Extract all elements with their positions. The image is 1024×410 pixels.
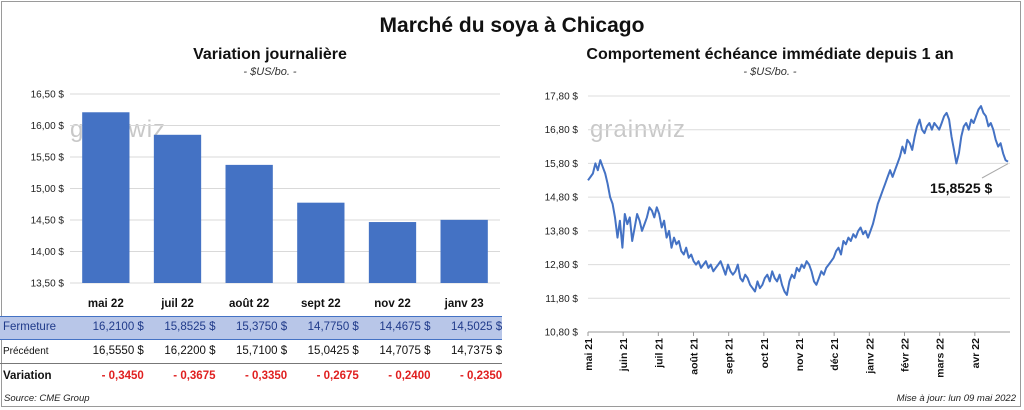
bar-category-label: mai 22 [88,298,124,310]
last-value-label: 15,8525 $ [930,180,993,196]
line-ytick-label: 15,80 $ [545,159,579,170]
table-cell: 14,7375 $ [450,345,503,357]
table-cell: 16,2200 $ [164,345,216,357]
line-xtick-label: août 21 [689,338,701,375]
table-cell: 15,8525 $ [164,321,216,333]
table-cell: 14,4675 $ [379,321,431,333]
bar-category-label: sept 22 [301,298,341,310]
line-xtick-label: nov 21 [794,338,806,371]
bar-category-label: janv 23 [444,298,484,310]
bar [225,164,273,283]
line-ytick-label: 11,80 $ [545,294,578,305]
table-cell: - 0,3675 [173,370,216,382]
bar-ytick-label: 14,00 $ [31,247,65,258]
line-xtick-label: juil 21 [653,338,665,369]
left-chart-title: Variation journalière [193,46,347,63]
bar [82,112,130,284]
bar-ytick-label: 15,50 $ [31,153,65,164]
table-cell: 14,5025 $ [450,321,503,333]
table-cell: - 0,3350 [244,370,288,382]
bar-category-label: août 22 [229,298,269,310]
table-row-variation: Variation - 0,3450 - 0,3675 - 0,3350 - 0,26… [0,366,502,388]
table-cell: 15,3750 $ [235,321,288,333]
line-xtick-label: juin 21 [618,338,630,372]
line-xtick-label: avr 22 [970,338,982,369]
row-label: Variation [3,370,52,382]
table-cell: 14,7750 $ [307,321,359,333]
table-cell: - 0,2675 [316,370,359,382]
line-ytick-label: 13,80 $ [545,226,579,237]
bar-ytick-label: 16,50 $ [31,90,65,101]
bar-ytick-label: 15,00 $ [31,184,65,195]
line-ytick-label: 10,80 $ [545,328,579,339]
table-cell: 14,7075 $ [379,345,431,357]
line-xtick-label: janv 22 [864,338,876,375]
line-xtick-label: mai 21 [583,338,595,371]
line-xtick-label: oct 21 [759,338,771,369]
bar-category-label: juil 22 [160,298,194,310]
bar-chart: 13,50 $ 14,00 $ 14,50 $ 15,00 $ 15,50 $ 16,00… [31,90,500,310]
right-chart-title: Comportement échéance immédiate depuis 1… [586,46,954,63]
right-chart-unit: - $US/bo. - [743,66,797,78]
line-ytick-label: 12,80 $ [545,260,579,271]
main-title: Marché du soya à Chicago [379,14,645,37]
line-ytick-label: 14,80 $ [545,193,579,204]
table-cell: - 0,3450 [101,370,144,382]
line-xtick-label: déc 21 [829,338,841,371]
table-cell: 16,5550 $ [92,345,144,357]
bar [297,202,345,283]
bar [153,134,202,283]
line-ytick-label: 16,80 $ [545,125,579,136]
line-xtick-label: mars 22 [935,338,947,378]
last-value-leader [981,163,1009,179]
table-cell: - 0,2400 [388,370,431,382]
table-row-fermeture: Fermeture 16,2100 $ 15,8525 $ 15,3750 $ 14,… [0,316,502,340]
bar [368,222,417,283]
bar-ytick-label: 16,00 $ [31,121,65,132]
table-row-precedent: Précédent 16,5550 $ 16,2200 $ 15,7100 $ 15,… [0,341,502,364]
table-cell: 16,2100 $ [92,321,144,333]
update-note: Mise à jour: lun 09 mai 2022 [896,393,1016,404]
row-label: Précédent [3,346,49,357]
source-note: Source: CME Group [4,393,90,404]
bar-ytick-label: 14,50 $ [31,216,65,227]
line-xtick-label: févr 22 [900,338,912,372]
bar [440,219,488,283]
table-cell: 15,7100 $ [235,345,288,357]
left-chart-unit: - $US/bo. - [243,66,297,78]
bar-ytick-label: 13,50 $ [31,279,65,290]
row-label: Fermeture [3,321,57,333]
line-ytick-label: 17,80 $ [545,92,579,103]
table-cell: - 0,2350 [459,370,503,382]
price-series-line [587,105,1009,296]
table-cell: 15,0425 $ [307,345,359,357]
line-xtick-label: sept 21 [724,338,736,374]
bar-category-label: nov 22 [374,298,410,310]
